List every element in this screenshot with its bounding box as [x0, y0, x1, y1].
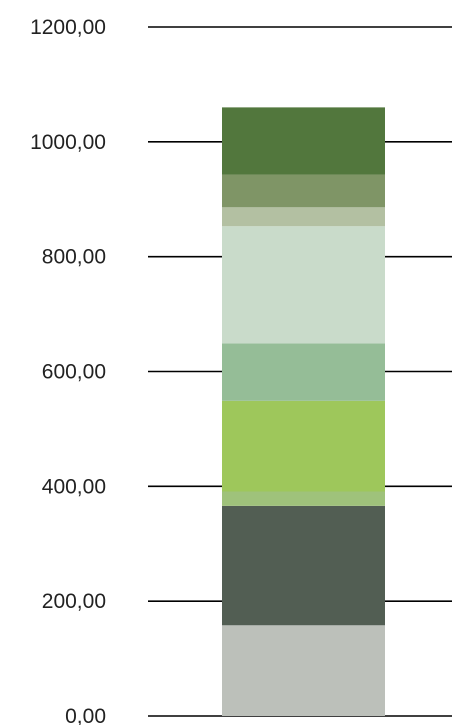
y-tick-label-0: 0,00 [65, 705, 106, 725]
y-tick-label-4: 800,00 [42, 246, 106, 269]
bar-segment-2 [222, 505, 385, 626]
bar-segment-1 [222, 625, 385, 716]
y-tick-label-1: 200,00 [42, 590, 106, 613]
bar-segment-4 [222, 400, 385, 492]
y-tick-label-3: 600,00 [42, 361, 106, 384]
bar-segment-9 [222, 107, 385, 175]
y-axis-tick-labels: 0,00 200,00 400,00 600,00 800,00 1000,00 1200,… [30, 16, 106, 725]
y-tick-label-6: 1200,00 [30, 16, 106, 39]
bar-segment-6 [222, 226, 385, 344]
bar-segment-3 [222, 491, 385, 506]
bar-segment-8 [222, 174, 385, 208]
y-tick-label-2: 400,00 [42, 475, 106, 498]
stacked-bar [222, 107, 385, 716]
y-tick-label-5: 1000,00 [30, 131, 106, 154]
bar-segment-7 [222, 207, 385, 227]
bar-segment-5 [222, 343, 385, 401]
